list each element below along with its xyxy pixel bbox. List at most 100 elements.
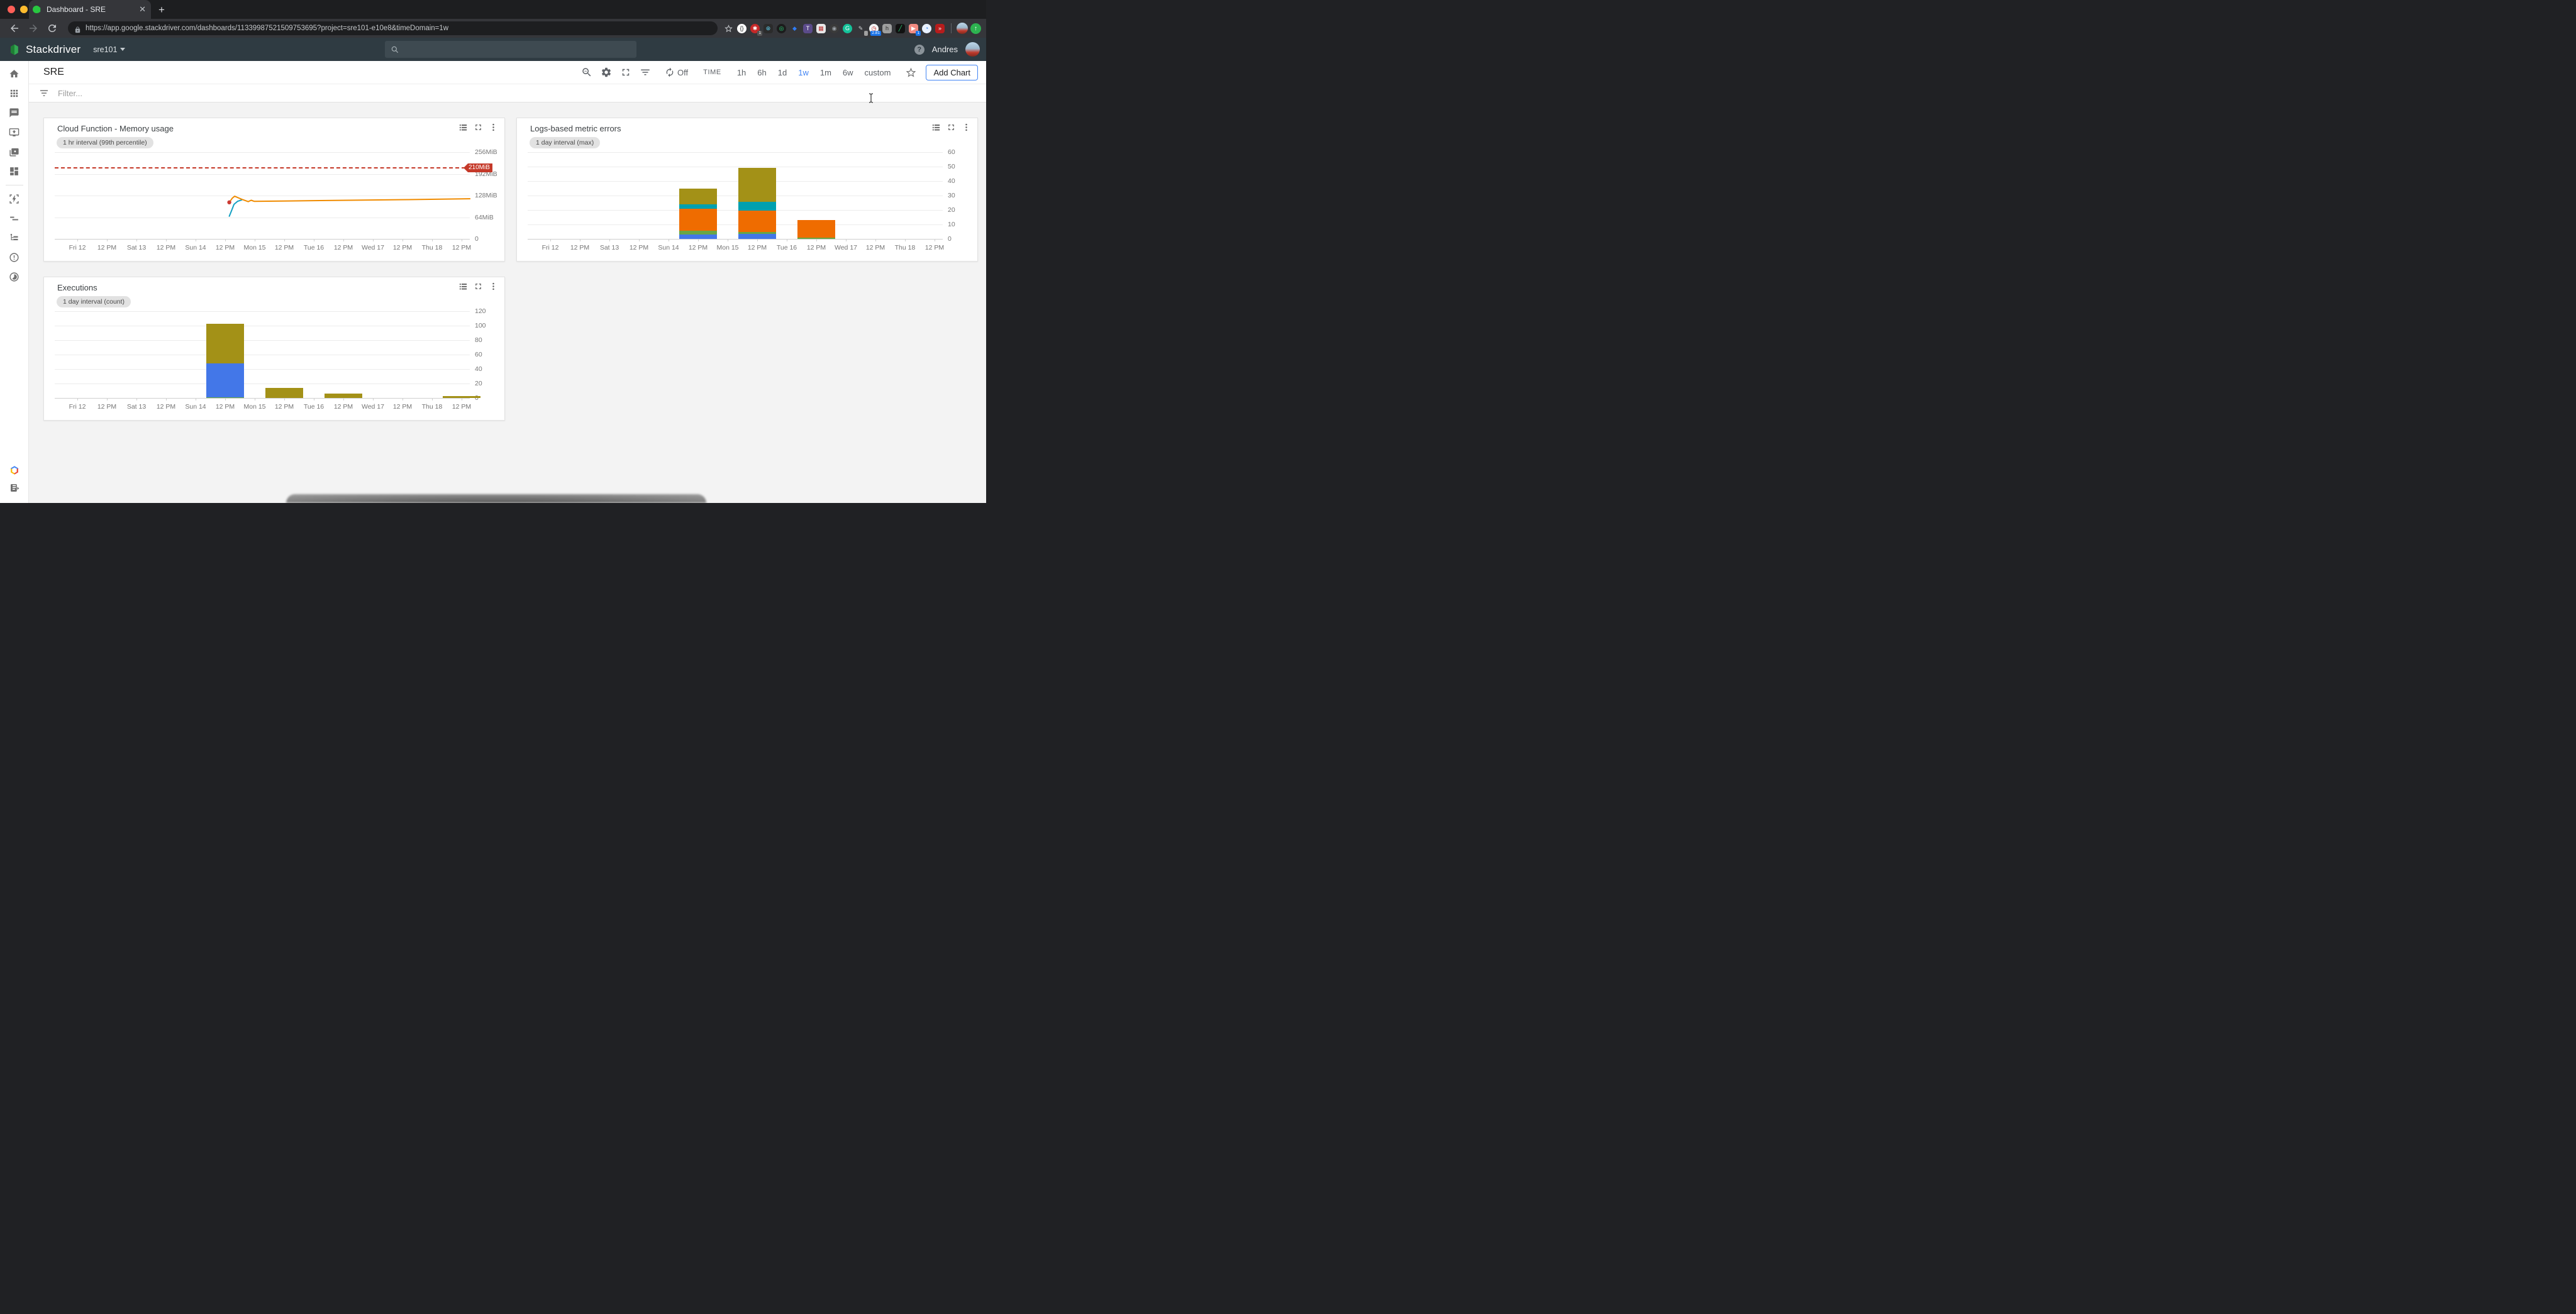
favorite-star-icon[interactable] bbox=[905, 67, 917, 79]
bar-segment bbox=[443, 395, 480, 398]
threshold-line bbox=[55, 167, 465, 168]
minimize-window-button[interactable] bbox=[20, 6, 28, 13]
header-search-input[interactable] bbox=[385, 41, 636, 58]
sidebar-item-trace[interactable] bbox=[0, 209, 28, 228]
x-tick-mark bbox=[373, 398, 374, 400]
sidebar-item-dashboards[interactable] bbox=[0, 162, 28, 181]
sidebar-item-debug[interactable] bbox=[0, 189, 28, 209]
blocker-extension-icon[interactable]: ✱ 1 bbox=[750, 23, 762, 36]
screenshot-extension-icon[interactable]: ▦ bbox=[816, 23, 826, 33]
expand-icon[interactable] bbox=[947, 123, 956, 132]
expand-icon[interactable] bbox=[474, 282, 483, 291]
new-tab-button[interactable]: + bbox=[158, 4, 165, 16]
kebab-menu-icon[interactable] bbox=[489, 282, 498, 291]
add-chart-button[interactable]: Add Chart bbox=[926, 64, 978, 80]
colorpicker-extension-icon[interactable]: ╱ bbox=[896, 23, 905, 33]
sidebar-item-gcp-logo[interactable] bbox=[0, 465, 28, 476]
bar-segment bbox=[206, 323, 244, 363]
swirl-extension-icon[interactable]: ◉ bbox=[830, 23, 839, 33]
legend-icon[interactable] bbox=[931, 123, 941, 132]
recorder-extension-icon[interactable]: ◎ bbox=[777, 23, 786, 33]
audio-extension-icon[interactable]: ◔ bbox=[922, 23, 931, 33]
x-tick-mark bbox=[609, 239, 610, 241]
uptime-checks-icon bbox=[9, 128, 19, 136]
sidebar-item-apps-grid[interactable] bbox=[0, 84, 28, 103]
notes-extension-icon[interactable]: T bbox=[803, 23, 813, 33]
memory-usage-plot[interactable]: 256MiB 192MiB 128MiB 64MiB 0 Fri 12 12 PM Sat 1… bbox=[55, 148, 497, 251]
sidebar-item-home[interactable] bbox=[0, 64, 28, 84]
log-errors-plot[interactable]: 60 50 40 30 20 10 0 Fri 12 12 PM Sat 13 12 PM Sun 1… bbox=[528, 148, 955, 251]
chart-title: Executions bbox=[57, 283, 97, 292]
speedtest-extension-icon[interactable]: ◷ 2.81 bbox=[869, 23, 881, 36]
settings-gear-icon[interactable] bbox=[601, 67, 612, 78]
y-axis-label: 20 bbox=[475, 380, 482, 387]
refresh-off-label: Off bbox=[677, 67, 689, 77]
zoom-out-icon[interactable] bbox=[581, 67, 592, 78]
react-devtools-extension-icon[interactable]: ⊛ bbox=[763, 23, 773, 33]
time-range-1w[interactable]: 1w bbox=[798, 67, 809, 77]
x-axis-label: Fri 12 bbox=[69, 403, 86, 411]
chart-title: Logs-based metric errors bbox=[530, 124, 621, 133]
expand-icon[interactable] bbox=[474, 123, 483, 132]
sidebar-item-event-log[interactable] bbox=[0, 103, 28, 123]
time-range-custom[interactable]: custom bbox=[864, 67, 891, 77]
x-axis-label: Sun 14 bbox=[185, 403, 206, 411]
legend-icon[interactable] bbox=[458, 123, 468, 132]
window-controls bbox=[8, 6, 40, 13]
sidebar-item-uptime-checks[interactable] bbox=[0, 123, 28, 142]
sidebar-item-logs[interactable] bbox=[0, 228, 28, 248]
bookmark-star-icon[interactable] bbox=[724, 24, 733, 33]
close-window-button[interactable] bbox=[8, 6, 15, 13]
time-range-1d[interactable]: 1d bbox=[777, 67, 787, 77]
x-tick-mark bbox=[136, 398, 137, 400]
help-icon[interactable]: ? bbox=[914, 44, 924, 55]
time-range-1m[interactable]: 1m bbox=[819, 67, 831, 77]
url-bar[interactable]: https://app.google.stackdriver.com/dashb… bbox=[68, 21, 718, 35]
dropbox-extension-icon[interactable]: ◆ bbox=[790, 23, 799, 33]
code-extension-icon[interactable]: {} bbox=[737, 23, 747, 33]
executions-plot[interactable]: 120 100 80 60 40 20 0 Fri 12 12 PM Sat 13 12 PM Sun… bbox=[55, 307, 486, 411]
forward-extension-icon[interactable]: » bbox=[935, 23, 945, 33]
extension-badge: 2.81 bbox=[870, 30, 881, 36]
x-axis-label: 12 PM bbox=[274, 244, 294, 251]
y-axis-label: 50 bbox=[948, 163, 955, 170]
auto-refresh-toggle[interactable]: Off bbox=[665, 67, 688, 77]
pen-extension-icon[interactable]: ✎ · bbox=[856, 23, 868, 36]
maximize-window-button[interactable] bbox=[33, 6, 40, 13]
sidebar-item-groups[interactable] bbox=[0, 142, 28, 162]
time-range-6w[interactable]: 6w bbox=[842, 67, 853, 77]
kebab-menu-icon[interactable] bbox=[489, 123, 498, 132]
honey-extension-icon[interactable]: h bbox=[882, 23, 892, 33]
time-range-1h[interactable]: 1h bbox=[736, 67, 747, 77]
forward-icon[interactable] bbox=[28, 23, 39, 34]
project-selector[interactable]: sre101 bbox=[93, 45, 126, 54]
chart-title: Cloud Function - Memory usage bbox=[57, 124, 174, 133]
sidebar-item-profiler[interactable] bbox=[0, 267, 28, 287]
sidebar-item-release-notes[interactable] bbox=[0, 482, 28, 494]
filter-list-icon[interactable] bbox=[640, 67, 651, 78]
video-extension-icon[interactable]: ▶ 1 bbox=[909, 23, 921, 36]
reload-icon[interactable] bbox=[47, 23, 58, 34]
legend-icon[interactable] bbox=[458, 282, 468, 291]
x-tick-mark bbox=[343, 398, 344, 400]
chart-card-executions: Executions 1 day interval (count) 120 100… bbox=[43, 277, 505, 421]
time-range-6h[interactable]: 6h bbox=[757, 67, 767, 77]
chart-card-memory-usage: Cloud Function - Memory usage 1 hr inter… bbox=[43, 118, 505, 262]
grammarly-extension-icon[interactable]: G bbox=[843, 23, 852, 33]
filter-input[interactable] bbox=[57, 87, 248, 99]
user-avatar[interactable] bbox=[965, 42, 980, 57]
sidebar-item-error-reporting[interactable] bbox=[0, 248, 28, 267]
gridline bbox=[528, 181, 943, 182]
share-icon[interactable]: ↑ bbox=[970, 23, 981, 34]
y-axis-label: 0 bbox=[475, 394, 479, 402]
x-axis-label: 12 PM bbox=[629, 244, 649, 251]
browser-profile-avatar[interactable] bbox=[957, 23, 968, 34]
tab-close-icon[interactable]: ✕ bbox=[139, 4, 146, 14]
chart-card-log-errors: Logs-based metric errors 1 day interval … bbox=[516, 118, 978, 262]
fullscreen-icon[interactable] bbox=[620, 67, 631, 78]
kebab-menu-icon[interactable] bbox=[962, 123, 971, 132]
x-tick-mark bbox=[225, 239, 226, 241]
browser-tab[interactable]: Dashboard - SRE ✕ bbox=[29, 0, 151, 19]
brand-name[interactable]: Stackdriver bbox=[26, 43, 81, 55]
back-icon[interactable] bbox=[9, 23, 20, 34]
